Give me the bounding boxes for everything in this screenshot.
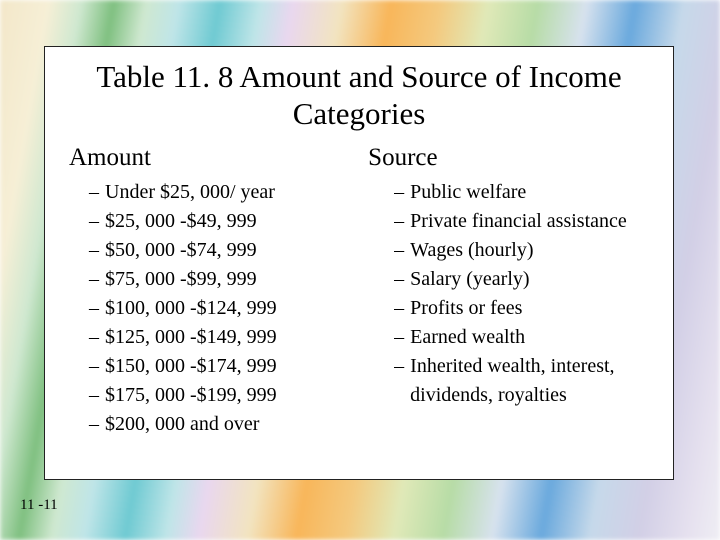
list-item: Profits or fees (394, 294, 649, 323)
amount-column: Amount Under $25, 000/ year $25, 000 -$4… (69, 144, 342, 439)
list-item: $175, 000 -$199, 999 (89, 381, 342, 410)
list-item: Wages (hourly) (394, 236, 649, 265)
list-item: $125, 000 -$149, 999 (89, 323, 342, 352)
list-item: $50, 000 -$74, 999 (89, 236, 342, 265)
list-item: $200, 000 and over (89, 410, 342, 439)
content-box: Table 11. 8 Amount and Source of Income … (44, 46, 674, 480)
source-heading: Source (368, 144, 649, 172)
amount-list: Under $25, 000/ year $25, 000 -$49, 999 … (69, 178, 342, 439)
list-item: Public welfare (394, 178, 649, 207)
list-item: $25, 000 -$49, 999 (89, 207, 342, 236)
columns: Amount Under $25, 000/ year $25, 000 -$4… (69, 144, 649, 439)
list-item: Private financial assistance (394, 207, 649, 236)
slide: Table 11. 8 Amount and Source of Income … (0, 0, 720, 540)
list-item: $100, 000 -$124, 999 (89, 294, 342, 323)
list-item: Salary (yearly) (394, 265, 649, 294)
source-list: Public welfare Private financial assista… (362, 178, 649, 410)
list-item: Under $25, 000/ year (89, 178, 342, 207)
slide-number: 11 -11 (20, 497, 58, 514)
list-item: $150, 000 -$174, 999 (89, 352, 342, 381)
list-item: Inherited wealth, interest, dividends, r… (394, 352, 649, 410)
list-item: $75, 000 -$99, 999 (89, 265, 342, 294)
list-item: Earned wealth (394, 323, 649, 352)
amount-heading: Amount (69, 144, 342, 172)
source-column: Source Public welfare Private financial … (362, 144, 649, 439)
slide-title: Table 11. 8 Amount and Source of Income … (69, 59, 649, 132)
